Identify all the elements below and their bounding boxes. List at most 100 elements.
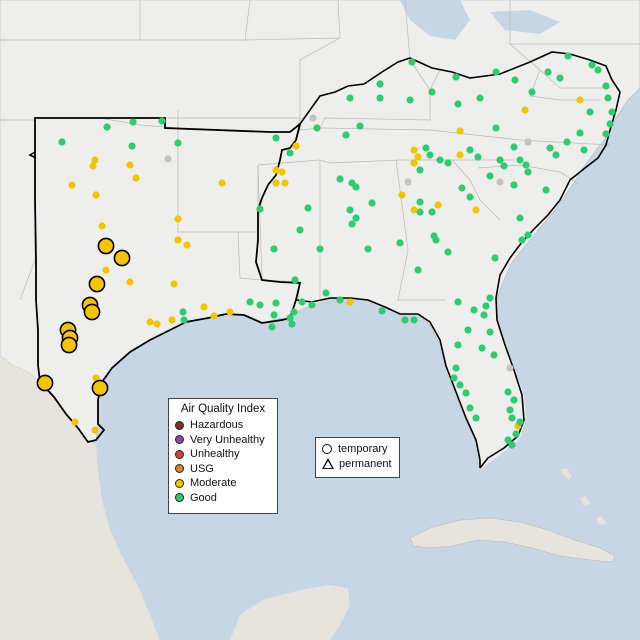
aqi-marker[interactable] <box>524 138 532 146</box>
aqi-marker[interactable] <box>128 142 136 150</box>
aqi-marker[interactable] <box>508 441 516 449</box>
aqi-marker[interactable] <box>416 166 424 174</box>
aqi-marker[interactable] <box>58 138 66 146</box>
temporary-monitor-marker[interactable] <box>91 379 109 397</box>
aqi-marker[interactable] <box>183 241 191 249</box>
aqi-marker[interactable] <box>422 144 430 152</box>
aqi-marker[interactable] <box>486 294 494 302</box>
aqi-marker[interactable] <box>528 88 536 96</box>
aqi-marker[interactable] <box>496 156 504 164</box>
aqi-marker[interactable] <box>404 178 412 186</box>
aqi-marker[interactable] <box>368 199 376 207</box>
aqi-marker[interactable] <box>210 312 218 320</box>
aqi-marker[interactable] <box>594 66 602 74</box>
aqi-marker[interactable] <box>510 181 518 189</box>
aqi-marker[interactable] <box>576 129 584 137</box>
aqi-marker[interactable] <box>170 280 178 288</box>
aqi-marker[interactable] <box>410 146 418 154</box>
aqi-marker[interactable] <box>588 61 596 69</box>
aqi-marker[interactable] <box>496 178 504 186</box>
aqi-marker[interactable] <box>256 205 264 213</box>
aqi-marker[interactable] <box>304 204 312 212</box>
aqi-marker[interactable] <box>580 146 588 154</box>
aqi-marker[interactable] <box>92 374 100 382</box>
aqi-marker[interactable] <box>486 172 494 180</box>
aqi-marker[interactable] <box>410 159 418 167</box>
aqi-marker[interactable] <box>174 215 182 223</box>
aqi-marker[interactable] <box>102 266 110 274</box>
aqi-marker[interactable] <box>444 159 452 167</box>
aqi-marker[interactable] <box>174 236 182 244</box>
aqi-marker[interactable] <box>296 226 304 234</box>
aqi-marker[interactable] <box>71 418 79 426</box>
aqi-marker[interactable] <box>256 301 264 309</box>
aqi-marker[interactable] <box>272 134 280 142</box>
aqi-marker[interactable] <box>556 74 564 82</box>
aqi-marker[interactable] <box>428 208 436 216</box>
aqi-marker[interactable] <box>564 52 572 60</box>
aqi-marker[interactable] <box>586 108 594 116</box>
aqi-marker[interactable] <box>336 296 344 304</box>
aqi-marker[interactable] <box>522 161 530 169</box>
aqi-marker[interactable] <box>516 418 524 426</box>
aqi-marker[interactable] <box>450 374 458 382</box>
aqi-marker[interactable] <box>472 206 480 214</box>
aqi-marker[interactable] <box>434 201 442 209</box>
aqi-marker[interactable] <box>376 80 384 88</box>
aqi-marker[interactable] <box>454 100 462 108</box>
temporary-monitor-marker[interactable] <box>113 249 131 267</box>
aqi-marker[interactable] <box>180 316 188 324</box>
aqi-marker[interactable] <box>576 96 584 104</box>
aqi-marker[interactable] <box>308 301 316 309</box>
aqi-marker[interactable] <box>408 58 416 66</box>
aqi-marker[interactable] <box>542 186 550 194</box>
aqi-marker[interactable] <box>466 404 474 412</box>
aqi-marker[interactable] <box>563 138 571 146</box>
aqi-marker[interactable] <box>352 183 360 191</box>
aqi-marker[interactable] <box>286 314 294 322</box>
aqi-marker[interactable] <box>454 341 462 349</box>
aqi-marker[interactable] <box>272 299 280 307</box>
aqi-marker[interactable] <box>378 307 386 315</box>
aqi-marker[interactable] <box>406 96 414 104</box>
aqi-marker[interactable] <box>132 174 140 182</box>
aqi-marker[interactable] <box>298 298 306 306</box>
temporary-monitor-marker[interactable] <box>83 303 101 321</box>
aqi-marker[interactable] <box>356 122 364 130</box>
aqi-marker[interactable] <box>291 276 299 284</box>
aqi-marker[interactable] <box>313 124 321 132</box>
aqi-marker[interactable] <box>352 214 360 222</box>
aqi-marker[interactable] <box>346 94 354 102</box>
aqi-marker[interactable] <box>416 208 424 216</box>
aqi-marker[interactable] <box>546 144 554 152</box>
aqi-marker[interactable] <box>602 82 610 90</box>
aqi-marker[interactable] <box>552 151 560 159</box>
aqi-marker[interactable] <box>524 231 532 239</box>
aqi-marker[interactable] <box>218 179 226 187</box>
aqi-marker[interactable] <box>492 124 500 132</box>
aqi-marker[interactable] <box>322 289 330 297</box>
temporary-monitor-marker[interactable] <box>88 275 106 293</box>
aqi-marker[interactable] <box>98 222 106 230</box>
aqi-marker[interactable] <box>68 181 76 189</box>
aqi-marker[interactable] <box>428 88 436 96</box>
aqi-marker[interactable] <box>436 156 444 164</box>
aqi-marker[interactable] <box>272 179 280 187</box>
aqi-marker[interactable] <box>410 206 418 214</box>
aqi-marker[interactable] <box>200 303 208 311</box>
aqi-marker[interactable] <box>608 108 616 116</box>
aqi-marker[interactable] <box>512 430 520 438</box>
aqi-marker[interactable] <box>510 396 518 404</box>
aqi-marker[interactable] <box>126 161 134 169</box>
aqi-marker[interactable] <box>444 248 452 256</box>
aqi-marker[interactable] <box>268 323 276 331</box>
aqi-marker[interactable] <box>342 131 350 139</box>
aqi-marker[interactable] <box>516 214 524 222</box>
aqi-marker[interactable] <box>521 106 529 114</box>
aqi-marker[interactable] <box>456 151 464 159</box>
aqi-marker[interactable] <box>478 344 486 352</box>
aqi-marker[interactable] <box>524 168 532 176</box>
aqi-marker[interactable] <box>376 94 384 102</box>
aqi-marker[interactable] <box>316 245 324 253</box>
aqi-marker[interactable] <box>179 308 187 316</box>
